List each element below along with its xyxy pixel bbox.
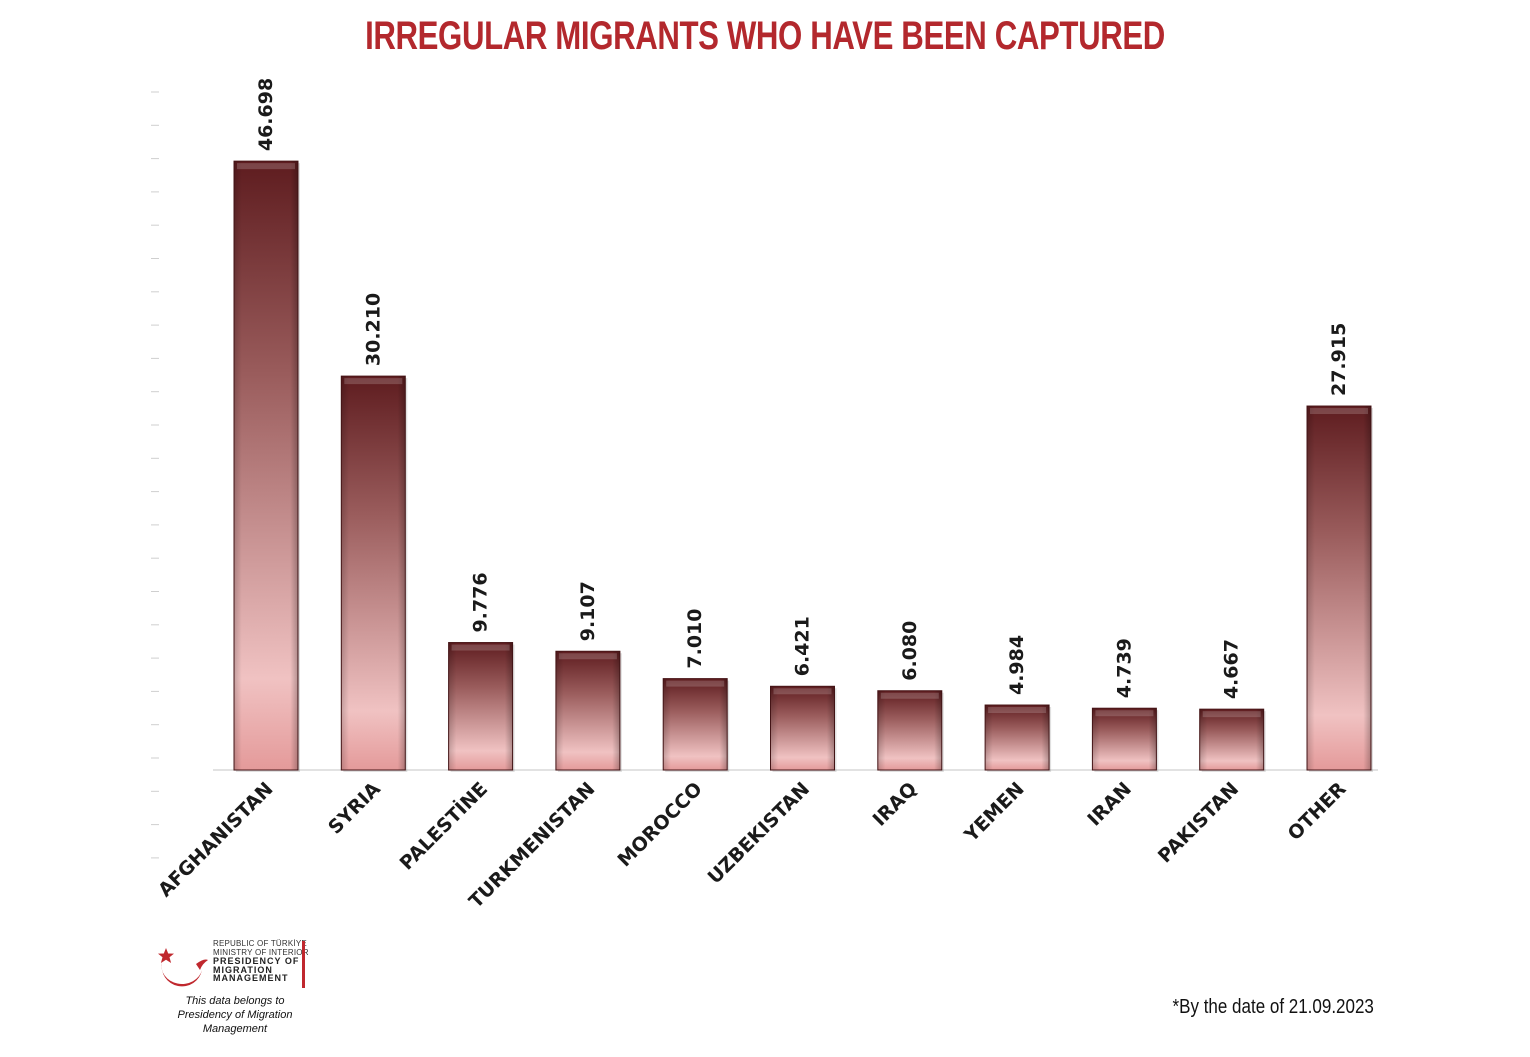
logo-line-3: PRESIDENCY OF: [213, 956, 300, 966]
value-label: 4.739: [1113, 638, 1135, 698]
logo-red-bar: [302, 941, 305, 988]
bar-sheen: [1199, 709, 1264, 770]
category-label: OTHER: [1284, 778, 1351, 845]
bar-uzbekistan: [770, 685, 837, 772]
bar-sheen: [234, 161, 298, 770]
y-axis-ticks: [151, 91, 159, 859]
category-label: AFGHANISTAN: [154, 778, 277, 901]
category-label: SYRIA: [324, 778, 385, 839]
bar-top-bevel: [666, 680, 725, 687]
bar-syria: [340, 375, 408, 772]
bar-top-bevel: [451, 644, 510, 651]
bar-iraq: [877, 690, 944, 772]
category-label: UZBEKISTAN: [704, 778, 814, 888]
value-label: 7.010: [684, 608, 706, 668]
logo-line-4: MIGRATION MANAGEMENT: [213, 964, 289, 983]
data-owner-line-2: Presidency of Migration Management: [177, 1009, 293, 1035]
data-owner-note: This data belongs to Presidency of Migra…: [150, 994, 320, 1036]
bar-iran: [1091, 707, 1159, 772]
bar-other: [1306, 405, 1373, 772]
logo-line-2: MINISTRY OF INTERIOR: [213, 947, 309, 957]
bar-sheen: [663, 678, 728, 770]
value-label: 4.984: [1006, 635, 1028, 695]
logo-line-1: REPUBLIC OF TÜRKİYE: [213, 939, 307, 948]
category-label: IRAQ: [869, 778, 922, 831]
bar-sheen: [448, 642, 513, 770]
bar-turkmenistan: [555, 650, 622, 772]
ministry-logo: REPUBLIC OF TÜRKİYE MINISTRY OF INTERIOR…: [150, 938, 320, 1035]
category-label: IRAN: [1083, 778, 1136, 831]
bar-sheen: [555, 651, 620, 770]
bar-sheen: [877, 690, 942, 770]
value-label: 9.107: [577, 581, 599, 641]
data-owner-line-1: This data belongs to: [185, 995, 285, 1007]
bar-yemen: [984, 704, 1052, 772]
value-label: 27.915: [1328, 323, 1350, 396]
date-note: *By the date of 21.09.2023: [1172, 996, 1374, 1018]
crescent-star-icon: [158, 948, 208, 987]
bar-top-bevel: [988, 707, 1047, 714]
value-label: 4.667: [1221, 639, 1243, 699]
category-label: YEMEN: [960, 778, 1029, 847]
bar-top-bevel: [344, 378, 403, 385]
bar-sheen: [770, 686, 835, 770]
logo-text: REPUBLIC OF TÜRKİYE MINISTRY OF INTERIOR…: [213, 939, 320, 983]
bar-sheen: [1307, 406, 1371, 770]
value-label: 6.421: [792, 616, 814, 676]
bar-afghanistan: [233, 160, 300, 772]
bar-pakistan: [1199, 708, 1266, 772]
chart-title: IRREGULAR MIGRANTS WHO HAVE BEEN CAPTURE…: [365, 14, 1165, 58]
bar-morocco: [662, 678, 730, 772]
bar-top-bevel: [880, 692, 939, 699]
bar-top-bevel: [1202, 711, 1261, 718]
bars-group: [233, 160, 1373, 772]
bar-palesti̇ne: [448, 642, 515, 772]
category-label: PALESTİNE: [394, 777, 492, 875]
category-label: PAKISTAN: [1154, 778, 1243, 867]
value-labels-group: 46.698 30.210 9.776 9.107 7.010 6.421 6.080 4.9…: [255, 78, 1350, 699]
bar-sheen: [1092, 708, 1157, 770]
bar-top-bevel: [558, 653, 617, 660]
value-label: 30.210: [362, 293, 384, 366]
value-label: 46.698: [255, 78, 277, 151]
value-label: 9.776: [470, 572, 492, 632]
category-label: MOROCCO: [613, 778, 706, 871]
bar-top-bevel: [773, 688, 832, 695]
bar-top-bevel: [1095, 710, 1154, 717]
value-label: 6.080: [899, 621, 921, 681]
bar-sheen: [341, 376, 406, 770]
bar-sheen: [985, 705, 1050, 770]
bar-top-bevel: [237, 163, 295, 170]
bar-top-bevel: [1310, 408, 1368, 415]
